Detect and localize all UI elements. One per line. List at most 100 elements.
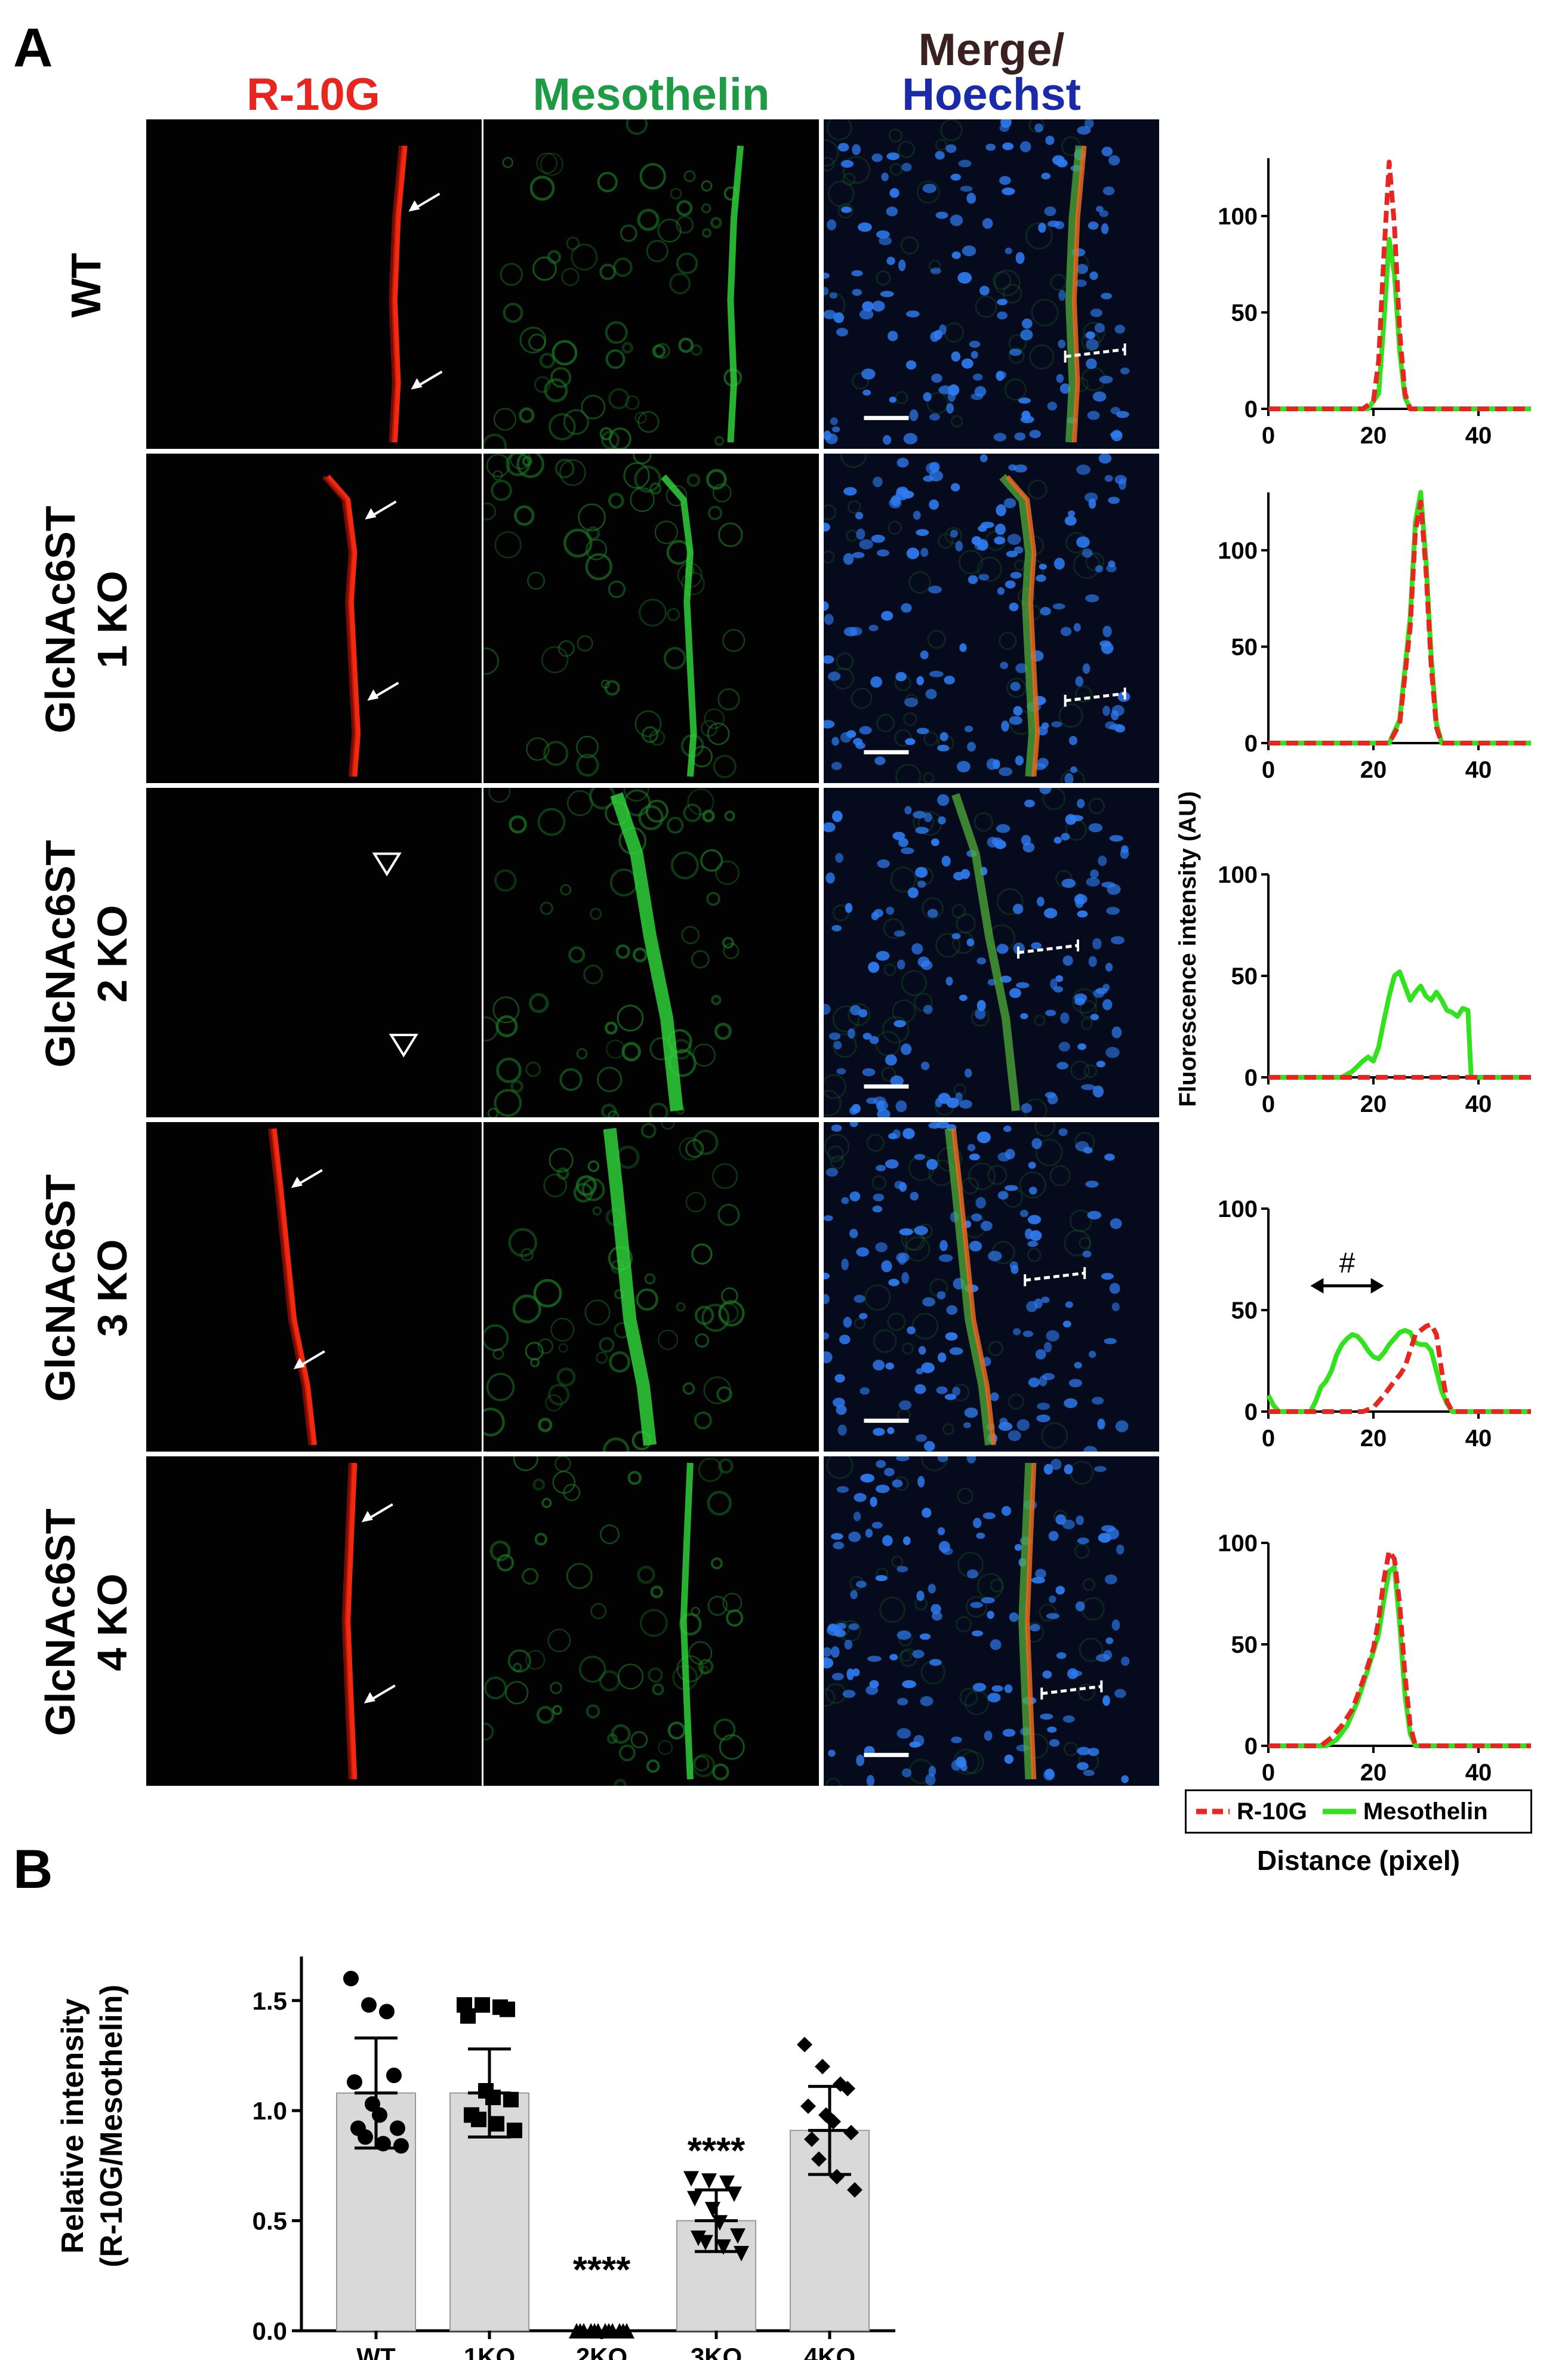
nucleus — [995, 523, 1006, 535]
nucleus — [966, 192, 976, 204]
nucleus — [906, 310, 920, 318]
nucleus — [980, 1221, 993, 1231]
nucleus — [897, 1566, 908, 1573]
micrograph — [824, 454, 1130, 783]
nucleus — [960, 186, 973, 192]
nucleus — [1056, 374, 1064, 383]
tissue-texture — [847, 500, 861, 514]
nucleus — [876, 951, 890, 961]
nucleus — [1000, 975, 1012, 983]
nucleus — [1094, 323, 1105, 333]
scale-bar — [864, 415, 909, 420]
nucleus — [928, 1766, 937, 1777]
scale-bar — [864, 1752, 909, 1757]
nucleus — [902, 1768, 911, 1777]
nucleus — [937, 1527, 945, 1536]
series-r-10g — [1268, 1321, 1531, 1414]
nucleus — [892, 831, 905, 840]
nucleus — [976, 1131, 991, 1144]
tissue-texture — [558, 640, 575, 657]
nucleus — [1104, 1153, 1115, 1161]
series-r-10g — [1268, 500, 1531, 745]
tissue-texture — [599, 1670, 621, 1692]
nucleus — [945, 976, 953, 986]
data-point — [485, 2090, 501, 2106]
tissue-texture — [495, 1015, 518, 1037]
tissue-texture — [637, 411, 660, 433]
tissue-texture — [497, 1554, 515, 1572]
tissue-texture — [701, 180, 713, 192]
tissue-texture — [639, 163, 666, 190]
nucleus — [1042, 1373, 1055, 1381]
nucleus — [1090, 869, 1099, 879]
column-header-mesothelin: Mesothelin — [532, 69, 770, 120]
nucleus — [996, 824, 1011, 833]
x-tick-label: 1KO — [464, 2343, 515, 2360]
nucleus — [1121, 1775, 1129, 1783]
tissue-texture — [547, 249, 562, 264]
tissue-texture — [489, 1540, 511, 1561]
nucleus — [1064, 773, 1074, 783]
nucleus — [1121, 845, 1129, 854]
tissue-texture — [583, 965, 603, 985]
nucleus — [824, 655, 834, 664]
nucleus — [892, 1479, 903, 1488]
nucleus — [1088, 1748, 1099, 1757]
tissue-texture — [976, 556, 1002, 582]
nucleus — [886, 907, 894, 915]
tissue-texture — [700, 1665, 709, 1675]
panel-a-letter: A — [13, 17, 53, 78]
nucleus — [951, 251, 961, 259]
nucleus — [831, 1672, 844, 1681]
nucleus — [1090, 1013, 1099, 1021]
tissue-texture — [1064, 1229, 1091, 1257]
data-point — [825, 2113, 841, 2130]
nucleus — [1076, 1515, 1084, 1526]
tissue-texture — [625, 395, 640, 410]
nucleus — [1095, 987, 1108, 994]
nucleus — [827, 219, 837, 230]
tissue-texture — [534, 376, 552, 393]
y-tick-label: 0 — [1244, 1399, 1258, 1425]
nucleus — [1107, 883, 1121, 895]
nucleus — [939, 324, 947, 335]
nucleus — [1069, 815, 1083, 821]
nucleus — [1095, 565, 1104, 573]
tissue-texture — [576, 753, 599, 777]
nucleus — [972, 1683, 987, 1692]
tissue-texture — [687, 788, 714, 815]
nucleus — [1102, 1695, 1110, 1706]
tissue-texture — [683, 803, 702, 822]
arrow-lower — [367, 682, 399, 701]
nucleus — [1031, 942, 1042, 950]
nucleus — [957, 272, 972, 284]
nucleus — [1062, 1715, 1075, 1723]
nucleus — [1034, 1298, 1043, 1309]
nucleus — [873, 1360, 885, 1371]
nucleus — [874, 756, 886, 765]
tissue-texture — [974, 812, 994, 832]
x-tick-label: 40 — [1465, 423, 1492, 449]
tissue-texture — [1019, 1171, 1046, 1199]
nucleus — [1045, 1092, 1056, 1098]
tissue-texture — [990, 1578, 1004, 1593]
tissue-texture — [1034, 1015, 1046, 1027]
nucleus — [860, 1474, 874, 1483]
data-point — [691, 2230, 706, 2247]
nucleus — [968, 575, 978, 584]
nucleus — [1055, 975, 1064, 982]
nucleus — [1065, 1301, 1073, 1308]
nucleus — [1010, 572, 1022, 579]
nucleus — [920, 650, 929, 660]
nucleus — [1056, 1652, 1067, 1659]
tissue-texture — [707, 1595, 728, 1616]
nucleus — [854, 1295, 865, 1303]
nucleus — [1068, 510, 1076, 517]
nucleus — [1036, 1414, 1051, 1422]
mesothelin-signal — [661, 474, 697, 777]
nucleus — [938, 1092, 951, 1104]
tissue-texture — [691, 1243, 713, 1265]
nucleus — [1044, 207, 1056, 216]
profile-legend: R-10G Mesothelin — [1185, 1789, 1532, 1834]
tissue-texture — [630, 487, 655, 512]
